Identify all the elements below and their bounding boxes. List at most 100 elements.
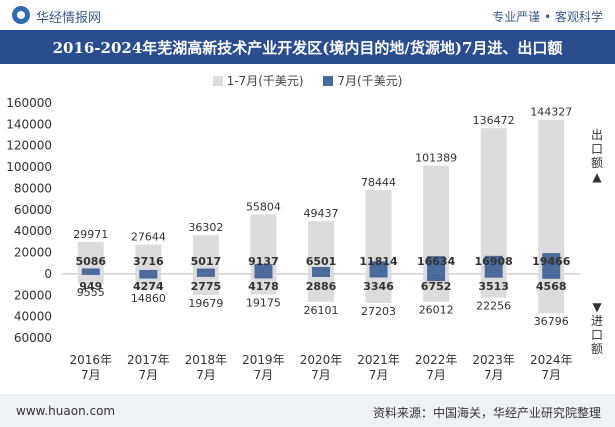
- import-side-label: ▼进口额: [590, 300, 603, 356]
- export-side-label: 出口额▲: [590, 128, 603, 184]
- bar-monthly-import: [139, 273, 158, 279]
- y-tick-label: 20000: [14, 288, 52, 302]
- bar-cumulative-import: [192, 273, 219, 295]
- footer: www.huaon.com 资料来源：中国海关，华经产业研究院整理: [0, 394, 615, 427]
- data-label-monthly-export: 3716: [133, 255, 164, 268]
- data-label-monthly-export: 9137: [248, 255, 279, 268]
- bar-monthly-export: [542, 253, 561, 274]
- data-label-cumulative-export: 36302: [188, 221, 223, 234]
- data-label-monthly-export: 6501: [306, 255, 337, 268]
- data-label-cumulative-export: 101389: [415, 152, 457, 165]
- bar-monthly-import: [196, 273, 215, 277]
- data-label-cumulative-export: 78444: [361, 176, 396, 189]
- bar-monthly-export: [369, 261, 388, 274]
- y-tick-label: 160000: [6, 96, 52, 110]
- data-label-monthly-import: 2886: [306, 280, 337, 293]
- x-category-label: 2023年 7月: [472, 353, 515, 382]
- tagline: 专业严谨 • 客观科学: [492, 10, 603, 24]
- y-tick-label: 60000: [14, 331, 52, 345]
- bar-monthly-import: [312, 273, 330, 277]
- legend-item-monthly: 7月(千美元): [323, 72, 402, 89]
- bar-monthly-export: [484, 255, 503, 274]
- bar-monthly-export: [312, 266, 330, 274]
- data-label-cumulative-import: 19175: [246, 296, 281, 309]
- bar-monthly-import: [81, 273, 100, 275]
- legend-item-cumulative: 1-7月(千美元): [212, 72, 304, 89]
- data-label-monthly-import: 6752: [421, 280, 452, 293]
- x-category-label: 2022年 7月: [415, 353, 458, 382]
- bar-cumulative-import: [250, 273, 277, 295]
- data-label-cumulative-import: 14860: [131, 292, 166, 305]
- data-label-cumulative-import: 22256: [476, 300, 511, 313]
- data-label-cumulative-import: 36796: [534, 315, 569, 328]
- y-tick-label: 140000: [6, 117, 52, 131]
- data-label-cumulative-import: 9555: [77, 286, 105, 299]
- data-label-cumulative-export: 55804: [246, 200, 281, 213]
- bar-monthly-export: [81, 268, 100, 274]
- bar-cumulative-export: [250, 214, 277, 274]
- data-label-monthly-import: 949: [79, 280, 102, 293]
- bar-cumulative-export: [365, 190, 392, 274]
- data-label-monthly-import: 4274: [133, 280, 164, 293]
- brand-name: 华经情报网: [36, 11, 102, 26]
- data-label-cumulative-import: 26012: [419, 304, 454, 317]
- bar-cumulative-export: [538, 119, 565, 274]
- top-bar: 华经情报网 专业严谨 • 客观科学: [0, 0, 615, 30]
- bar-cumulative-export: [192, 235, 219, 274]
- bar-cumulative-export: [135, 244, 162, 274]
- y-tick-label: 20000: [14, 246, 52, 260]
- data-label-monthly-export: 5017: [191, 255, 222, 268]
- x-category-label: 2020年 7月: [300, 353, 343, 382]
- data-label-monthly-import: 4178: [248, 280, 279, 293]
- x-category-label: 2021年 7月: [357, 353, 400, 382]
- data-label-monthly-import: 4568: [536, 280, 567, 293]
- bar-cumulative-export: [308, 221, 334, 274]
- bar-monthly-import: [427, 273, 446, 282]
- y-tick-label: 120000: [6, 139, 52, 153]
- data-label-monthly-export: 5086: [75, 255, 106, 268]
- legend: 1-7月(千美元) 7月(千美元): [0, 72, 615, 89]
- bar-monthly-export: [254, 264, 273, 274]
- website-link[interactable]: www.huaon.com: [16, 404, 116, 418]
- bar-cumulative-export: [480, 128, 507, 274]
- data-label-monthly-export: 19466: [532, 255, 571, 268]
- data-label-cumulative-export: 49437: [304, 207, 339, 220]
- title-bar: 2016-2024年芜湖高新技术产业开发区(境内目的地/货源地)7月进、出口额: [0, 30, 615, 64]
- y-tick-label: 60000: [14, 203, 52, 217]
- bar-cumulative-import: [480, 273, 507, 298]
- x-category-label: 2018年 7月: [185, 353, 228, 382]
- data-label-monthly-export: 16634: [417, 255, 456, 268]
- data-label-cumulative-import: 26101: [304, 304, 339, 317]
- bar-monthly-import: [484, 273, 503, 278]
- data-label-cumulative-export: 27644: [131, 230, 166, 243]
- x-category-label: 2017年 7月: [127, 353, 170, 382]
- data-label-cumulative-import: 19679: [188, 297, 223, 310]
- data-label-monthly-import: 3513: [478, 280, 509, 293]
- data-label-monthly-import: 2775: [191, 280, 222, 293]
- chart-title: 2016-2024年芜湖高新技术产业开发区(境内目的地/货源地)7月进、出口额: [52, 39, 563, 57]
- logo-icon: [12, 6, 30, 24]
- data-label-monthly-export: 16908: [475, 255, 513, 268]
- y-tick-label: 40000: [14, 224, 52, 238]
- y-tick-label: 40000: [14, 310, 52, 324]
- x-category-label: 2019年 7月: [242, 353, 285, 382]
- bar-monthly-export: [139, 269, 158, 274]
- bar-monthly-import: [254, 273, 273, 279]
- legend-swatch-monthly: [323, 75, 334, 86]
- bar-monthly-import: [542, 273, 561, 279]
- data-label-cumulative-export: 136472: [473, 114, 515, 127]
- x-category-label: 2016年 7月: [70, 353, 113, 382]
- data-label-cumulative-export: 29971: [73, 228, 108, 241]
- bar-monthly-import: [369, 273, 388, 278]
- bar-cumulative-import: [538, 273, 565, 314]
- x-category-label: 2024年 7月: [530, 353, 573, 382]
- bar-cumulative-import: [77, 273, 104, 285]
- y-tick-label: 80000: [14, 181, 52, 195]
- data-label-monthly-export: 11814: [359, 255, 398, 268]
- legend-label-cumulative: 1-7月(千美元): [226, 74, 304, 88]
- data-source: 资料来源：中国海关，华经产业研究院整理: [372, 406, 601, 420]
- y-tick-label: 100000: [6, 160, 52, 174]
- bar-cumulative-export: [423, 165, 450, 274]
- y-tick-label: 0: [44, 267, 52, 281]
